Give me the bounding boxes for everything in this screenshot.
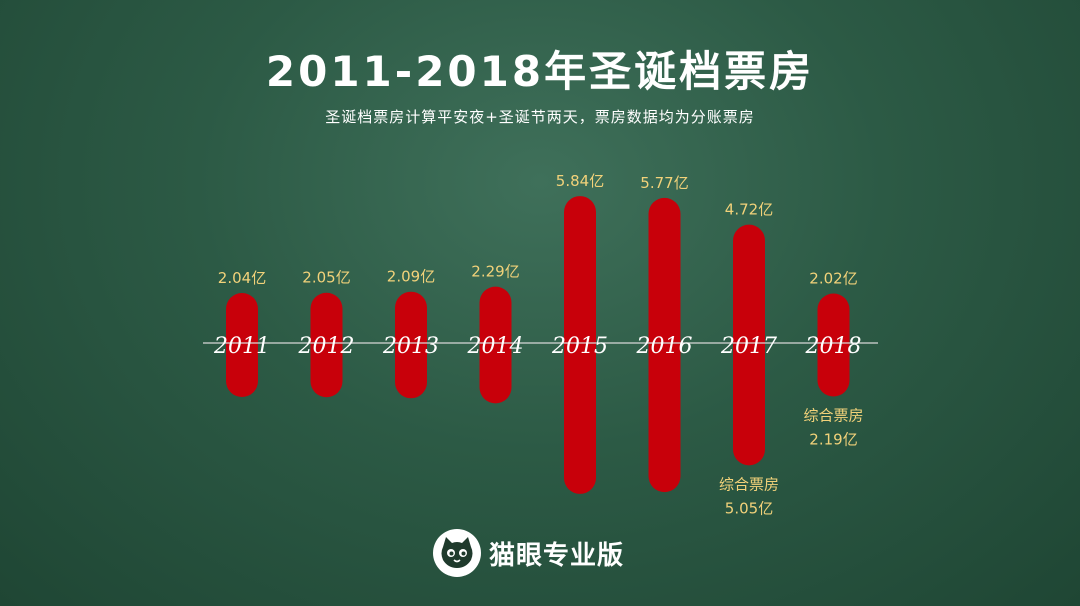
bar-2017: [733, 224, 765, 466]
bar-2013: [395, 291, 427, 399]
annotation-label-2017: 综合票房: [719, 475, 779, 493]
value-label-2012: 2.05亿: [302, 269, 350, 287]
cat-face-icon: [433, 529, 481, 577]
bar-2012: [310, 292, 343, 398]
year-label-2018: 2018: [805, 334, 862, 359]
page-title: 2011-2018年圣诞档票房: [265, 47, 815, 96]
logo-text: 猫眼专业版: [489, 540, 625, 571]
year-label-2012: 2012: [298, 334, 355, 359]
maoyan-logo: 猫眼专业版: [433, 528, 624, 578]
bar-2011: [226, 292, 258, 398]
annotation-value-2018: 2.19亿: [809, 431, 857, 449]
value-label-2017: 4.72亿: [725, 201, 773, 219]
bar-2015: [564, 196, 596, 494]
annotation-label-2018: 综合票房: [803, 407, 863, 425]
year-label-2013: 2013: [382, 334, 439, 359]
page-subtitle: 圣诞档票房计算平安夜+圣诞节两天，票房数据均为分账票房: [325, 108, 755, 126]
value-label-2013: 2.09亿: [387, 268, 435, 286]
bar-2018: [817, 293, 850, 397]
bar-2016: [648, 197, 681, 493]
year-label-2017: 2017: [720, 334, 777, 359]
bar-2014: [479, 286, 512, 404]
annotation-value-2017: 5.05亿: [725, 499, 773, 517]
value-label-2016: 5.77亿: [640, 174, 688, 192]
year-label-2015: 2015: [551, 334, 608, 359]
value-label-2018: 2.02亿: [809, 269, 857, 287]
year-label-2011: 2011: [213, 334, 270, 359]
year-label-2016: 2016: [636, 334, 693, 359]
value-label-2011: 2.04亿: [218, 269, 266, 287]
value-label-2014: 2.29亿: [471, 263, 519, 281]
value-label-2015: 5.84亿: [556, 172, 604, 190]
year-label-2014: 2014: [467, 334, 524, 359]
